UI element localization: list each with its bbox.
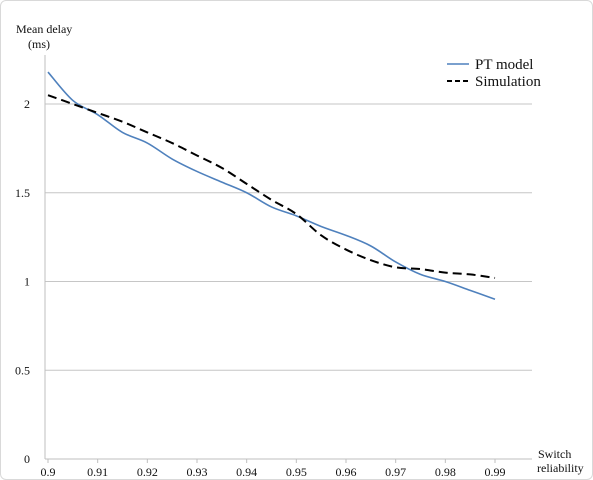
x-tick-label: 0.92 [137, 465, 158, 479]
y-tick-label: 2 [24, 97, 30, 111]
y-tick-label: 0 [24, 452, 30, 466]
x-axis-label: Switch [538, 447, 571, 461]
series-line-pt-model [47, 71, 496, 301]
x-tick-label: 0.95 [286, 465, 307, 479]
x-tick-label: 0.96 [336, 465, 357, 479]
x-tick-label: 0.98 [435, 465, 456, 479]
legend-label: PT model [475, 57, 533, 73]
axis-layer [44, 55, 532, 463]
grid-layer [45, 103, 532, 371]
label-layer: 0 0.5 1 1.5 2 0.9 0.91 0.92 0.93 0.94 0.95 0.96 0.97… [15, 22, 584, 479]
x-tick-label: 0.94 [236, 465, 257, 479]
y-axis-label: Mean delay [16, 22, 72, 36]
y-tick-label: 1.5 [15, 186, 30, 200]
legend-label: Simulation [475, 74, 541, 90]
series-layer [47, 71, 496, 301]
x-tick-label: 0.97 [385, 465, 406, 479]
x-axis-label: reliability [537, 461, 584, 475]
series-line-simulation [47, 94, 496, 279]
y-tick-label: 1 [24, 275, 30, 289]
y-axis-label: (ms) [28, 37, 50, 51]
x-tick-label: 0.91 [87, 465, 108, 479]
x-tick-label: 0.93 [187, 465, 208, 479]
x-tick-label: 0.99 [485, 465, 506, 479]
x-tick-label: 0.9 [41, 465, 56, 479]
y-tick-label: 0.5 [15, 363, 30, 377]
